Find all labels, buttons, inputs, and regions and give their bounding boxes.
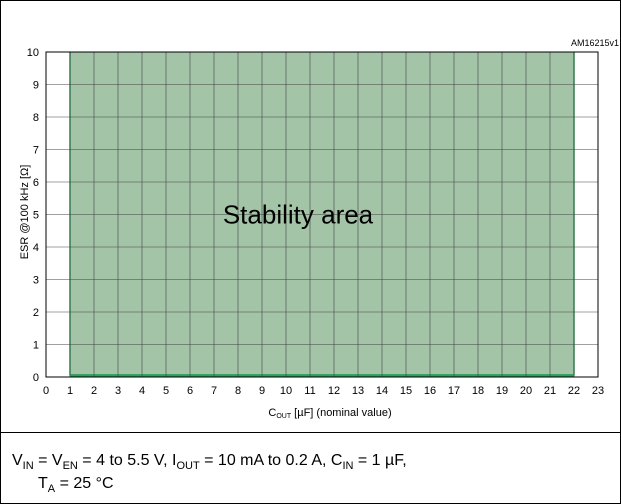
x-tick-label: 3	[115, 385, 121, 397]
x-tick-label: 10	[280, 385, 292, 397]
x-tick-label: 0	[43, 385, 49, 397]
x-tick-label: 6	[187, 385, 193, 397]
y-tick-label: 5	[33, 210, 39, 222]
y-tick-label: 9	[33, 80, 39, 92]
x-axis-label-rest: [µF] (nominal value)	[291, 407, 391, 419]
y-tick-label: 0	[33, 372, 39, 384]
axis-layer	[45, 51, 599, 378]
esr-stability-chart: 0 1 2 3 4 5 6 7 8 9 10 11 12 13 14 15 16 17 18 19 20 21 22 2301…	[19, 38, 619, 420]
x-tick-label: 20	[520, 385, 532, 397]
x-tick-label: 8	[235, 385, 241, 397]
y-tick-label: 6	[33, 177, 39, 189]
caption-line-2: TA = 25 °C	[38, 475, 114, 496]
y-tick-label: 10	[27, 47, 39, 59]
x-tick-label: 18	[472, 385, 484, 397]
x-tick-label: 16	[424, 385, 436, 397]
grid-layer	[46, 52, 598, 377]
x-tick-label: 22	[568, 385, 580, 397]
x-tick-label: 4	[139, 385, 145, 397]
x-tick-label: 1	[67, 385, 73, 397]
stability-region	[70, 52, 574, 376]
x-tick-label: 12	[328, 385, 340, 397]
y-tick-label: 3	[33, 275, 39, 287]
x-tick-label: 13	[352, 385, 364, 397]
conditions-caption: VIN = VEN = 4 to 5.5 V, IOUT = 10 mA to …	[12, 452, 612, 498]
y-tick-label: 4	[33, 242, 39, 254]
x-tick-label: 23	[592, 385, 604, 397]
x-axis-label: COUT [µF] (nominal value)	[268, 407, 391, 420]
caption-divider	[0, 432, 621, 433]
x-tick-label: 11	[304, 385, 315, 397]
region-layer	[69, 52, 575, 377]
figure-id-label: AM16215v1	[571, 38, 619, 48]
y-tick-label: 2	[33, 307, 39, 319]
x-tick-label: 14	[376, 385, 388, 397]
x-tick-label: 5	[163, 385, 169, 397]
plot-border	[45, 51, 599, 378]
x-axis-label-sub: OUT	[276, 413, 292, 420]
caption-line-1: VIN = VEN = 4 to 5.5 V, IOUT = 10 mA to …	[12, 452, 407, 473]
y-tick-label: 7	[33, 145, 39, 157]
tick-layer: 0 1 2 3 4 5 6 7 8 9 10 11 12 13 14 15 16 17 18 19 20 21 22 2301…	[27, 47, 604, 397]
x-tick-label: 9	[259, 385, 265, 397]
y-axis-label: ESR @100 kHz [Ω]	[19, 165, 31, 260]
x-tick-label: 2	[91, 385, 97, 397]
x-tick-label: 15	[400, 385, 412, 397]
x-tick-label: 7	[211, 385, 217, 397]
stability-area-label: Stability area	[223, 200, 374, 230]
x-tick-label: 21	[544, 385, 556, 397]
y-tick-label: 1	[33, 340, 39, 352]
x-tick-label: 19	[496, 385, 508, 397]
y-tick-label: 8	[33, 112, 39, 124]
x-tick-label: 17	[448, 385, 460, 397]
x-axis-label-main: C	[268, 407, 276, 419]
